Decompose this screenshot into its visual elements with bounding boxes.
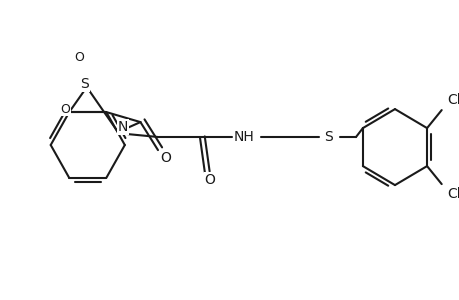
Text: S: S bbox=[324, 130, 332, 144]
Text: NH: NH bbox=[233, 130, 254, 144]
Text: O: O bbox=[60, 103, 70, 116]
Text: Cl: Cl bbox=[447, 187, 459, 201]
Text: Cl: Cl bbox=[447, 93, 459, 107]
Text: S: S bbox=[80, 77, 89, 91]
Text: N: N bbox=[118, 120, 128, 134]
Text: O: O bbox=[204, 173, 215, 187]
Text: O: O bbox=[160, 151, 171, 165]
Text: O: O bbox=[74, 51, 84, 64]
